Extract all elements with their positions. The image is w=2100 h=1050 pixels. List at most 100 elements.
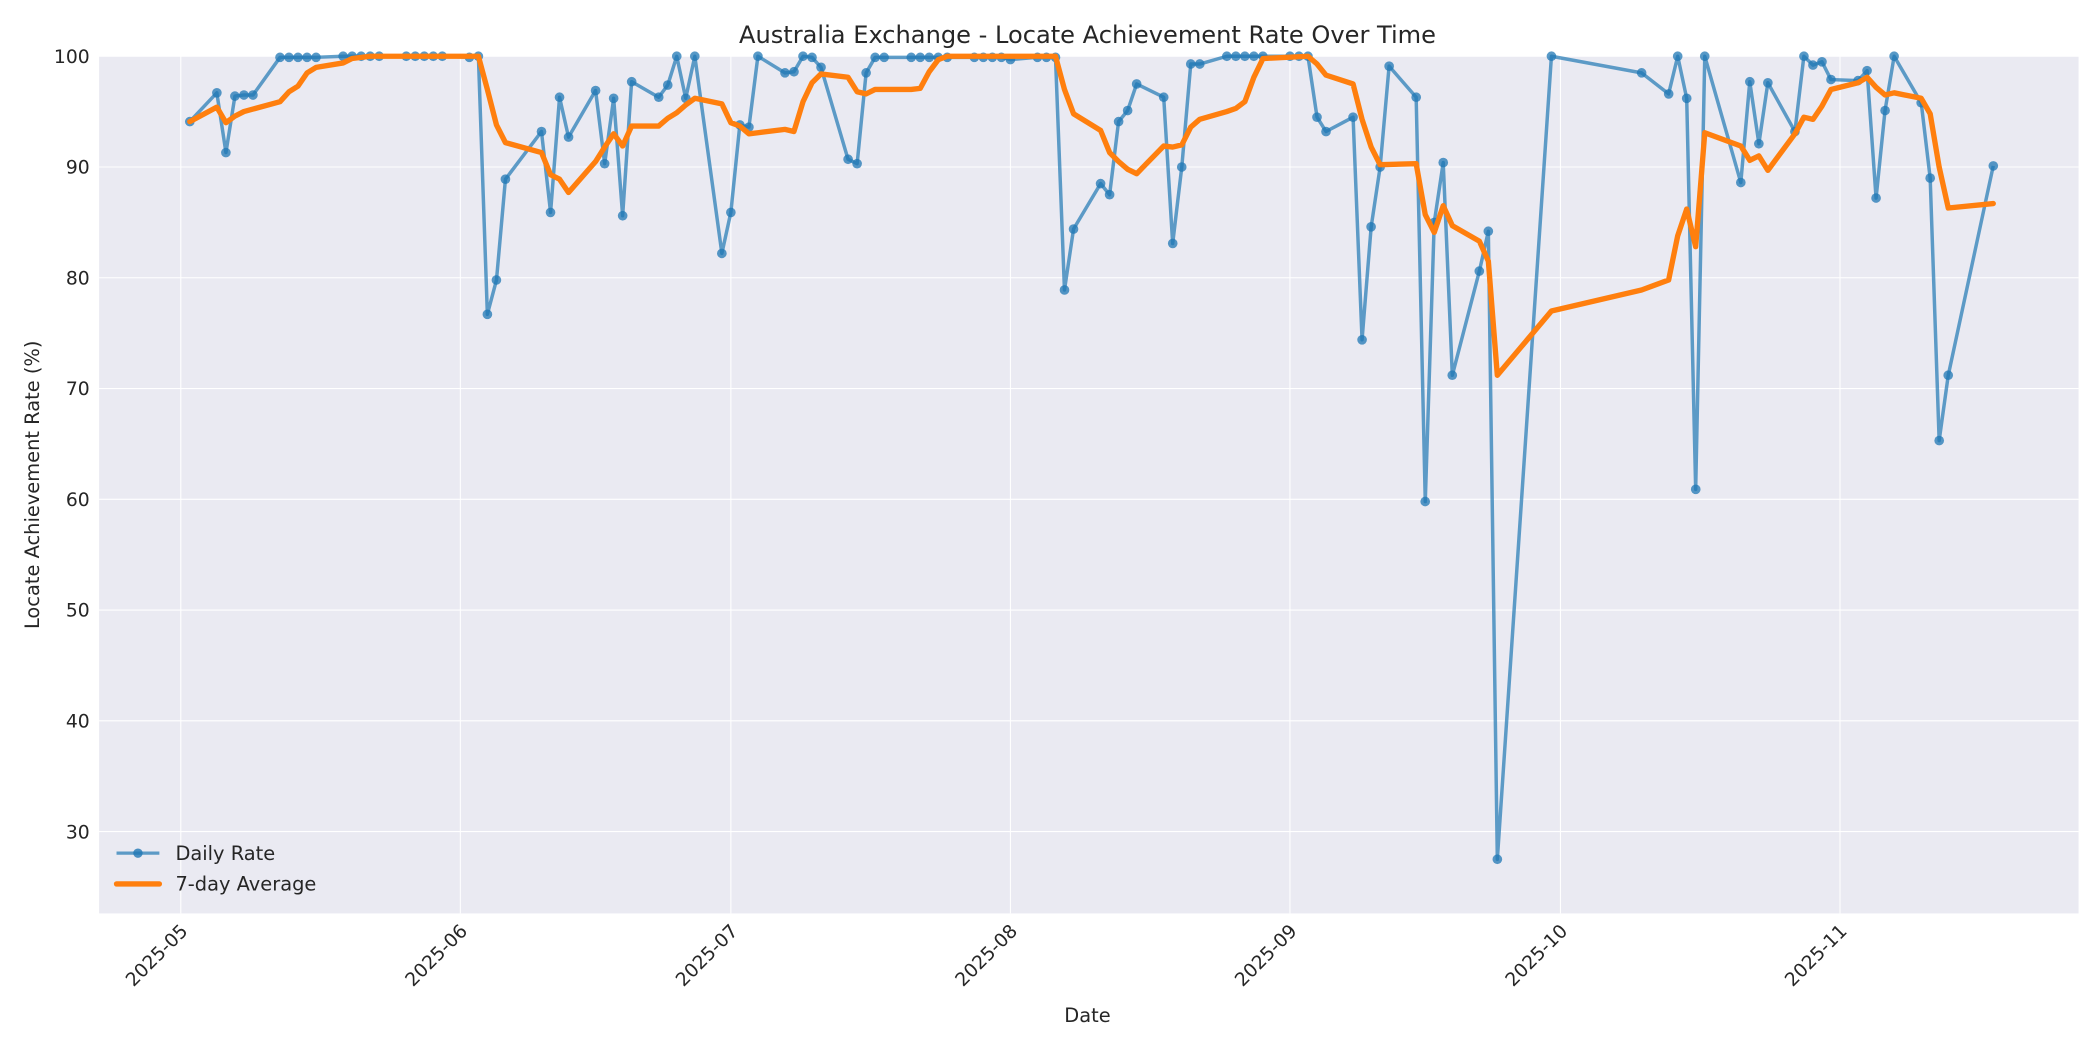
daily-rate-marker bbox=[879, 52, 889, 63]
daily-rate-marker bbox=[870, 52, 880, 63]
x-tick-label: 2025-05 bbox=[122, 921, 192, 991]
daily-rate-marker bbox=[626, 76, 637, 87]
y-axis-label: Locate Achievement Rate (%) bbox=[21, 341, 44, 629]
legend: Daily Rate 7-day Average bbox=[113, 842, 316, 896]
x-tick-label: 2025-06 bbox=[402, 921, 472, 991]
daily-rate-marker bbox=[536, 126, 547, 137]
daily-rate-marker bbox=[1817, 56, 1827, 67]
daily-rate-marker bbox=[284, 52, 294, 63]
daily-rate-marker bbox=[1735, 177, 1746, 188]
daily-rate-marker bbox=[1483, 226, 1494, 237]
daily-rate-marker bbox=[1357, 334, 1367, 345]
chart-title: Australia Exchange - Locate Achievement … bbox=[739, 21, 1436, 49]
legend-item-daily-rate: Daily Rate bbox=[116, 842, 275, 865]
daily-rate-marker bbox=[852, 158, 862, 169]
daily-rate-marker bbox=[1167, 238, 1178, 249]
daily-rate-marker bbox=[780, 68, 790, 78]
daily-rate-marker bbox=[1384, 61, 1394, 72]
daily-rate-marker bbox=[816, 62, 826, 73]
x-tick-label: 2025-09 bbox=[1231, 921, 1301, 991]
daily-rate-marker bbox=[1763, 78, 1773, 88]
daily-rate-marker bbox=[1889, 51, 1899, 62]
y-tick-label: 80 bbox=[66, 268, 90, 289]
y-tick-label: 40 bbox=[66, 712, 90, 733]
x-axis-ticks: 2025-05 2025-06 2025-07 2025-08 2025-09 2025-… bbox=[122, 921, 1851, 991]
daily-rate-marker bbox=[500, 174, 511, 185]
daily-rate-marker bbox=[1636, 68, 1647, 78]
daily-rate-marker bbox=[608, 93, 619, 104]
daily-rate-marker bbox=[717, 248, 727, 259]
daily-rate-marker bbox=[1754, 138, 1764, 149]
daily-rate-marker bbox=[1158, 92, 1169, 103]
daily-rate-marker bbox=[1663, 89, 1674, 99]
legend-label-daily-rate: Daily Rate bbox=[175, 842, 275, 865]
daily-rate-marker bbox=[491, 275, 502, 285]
daily-rate-marker bbox=[1312, 112, 1322, 122]
daily-rate-marker bbox=[1799, 51, 1809, 62]
data-series bbox=[184, 51, 1999, 865]
x-tick-label: 2025-08 bbox=[952, 921, 1022, 991]
daily-rate-marker bbox=[275, 52, 285, 63]
daily-rate-marker bbox=[843, 154, 853, 165]
daily-rate-marker bbox=[1925, 173, 1936, 183]
daily-rate-marker bbox=[798, 51, 808, 62]
daily-rate-marker bbox=[1808, 60, 1818, 70]
daily-rate-marker bbox=[1131, 79, 1142, 89]
daily-rate-marker bbox=[1699, 51, 1710, 62]
daily-rate-marker bbox=[1745, 76, 1755, 87]
daily-rate-marker bbox=[1122, 105, 1133, 116]
daily-rate-marker bbox=[1321, 126, 1331, 137]
daily-rate-marker bbox=[1104, 189, 1115, 200]
daily-rate-marker bbox=[230, 91, 240, 101]
daily-rate-marker bbox=[753, 51, 763, 62]
daily-rate-marker bbox=[789, 66, 799, 77]
daily-rate-marker bbox=[545, 207, 556, 218]
daily-rate-marker bbox=[1681, 93, 1692, 104]
y-tick-label: 90 bbox=[66, 158, 90, 179]
daily-rate-marker bbox=[1420, 496, 1431, 507]
y-tick-label: 30 bbox=[66, 822, 90, 843]
daily-rate-marker bbox=[1826, 74, 1836, 85]
daily-rate-marker bbox=[861, 68, 871, 78]
legend-item-7-day-average: 7-day Average bbox=[113, 873, 316, 896]
daily-rate-marker bbox=[302, 52, 312, 63]
y-axis-ticks: 30 40 50 60 70 80 90 100 bbox=[54, 47, 90, 843]
daily-rate-marker bbox=[653, 92, 664, 103]
daily-rate-marker bbox=[1943, 370, 1954, 381]
daily-rate-marker bbox=[1068, 224, 1079, 234]
y-tick-label: 100 bbox=[54, 47, 90, 68]
daily-rate-marker bbox=[1411, 92, 1422, 103]
daily-rate-marker bbox=[338, 51, 348, 62]
daily-rate-marker bbox=[221, 147, 231, 158]
daily-rate-marker bbox=[1185, 59, 1196, 69]
daily-rate-marker bbox=[599, 158, 610, 169]
marker-dot-icon bbox=[133, 848, 143, 858]
daily-rate-marker bbox=[1240, 51, 1250, 62]
x-tick-label: 2025-07 bbox=[672, 921, 742, 991]
daily-rate-marker bbox=[1474, 266, 1485, 276]
daily-rate-marker bbox=[563, 132, 574, 142]
daily-rate-marker bbox=[1447, 370, 1458, 381]
daily-rate-marker bbox=[807, 52, 817, 63]
daily-rate-marker bbox=[1113, 116, 1124, 127]
daily-rate-marker bbox=[662, 80, 673, 90]
daily-rate-marker bbox=[1059, 285, 1070, 295]
x-tick-label: 2025-10 bbox=[1502, 921, 1572, 991]
daily-rate-marker bbox=[915, 52, 926, 63]
daily-rate-marker bbox=[248, 90, 258, 100]
daily-rate-marker bbox=[1231, 51, 1241, 62]
x-tick-label: 2025-11 bbox=[1781, 921, 1851, 991]
daily-rate-marker bbox=[726, 207, 736, 218]
plot-area bbox=[99, 56, 2079, 914]
daily-rate-marker bbox=[482, 309, 493, 320]
daily-rate-marker bbox=[1672, 51, 1683, 62]
daily-rate-marker bbox=[1988, 161, 1999, 171]
daily-rate-marker bbox=[1492, 854, 1503, 865]
daily-rate-marker bbox=[1366, 221, 1376, 232]
y-tick-label: 60 bbox=[66, 490, 90, 511]
legend-label-7-day-average: 7-day Average bbox=[175, 873, 316, 896]
daily-rate-marker bbox=[1438, 157, 1449, 168]
seven-day-average-line bbox=[187, 53, 1996, 378]
daily-rate-marker bbox=[1249, 51, 1259, 62]
